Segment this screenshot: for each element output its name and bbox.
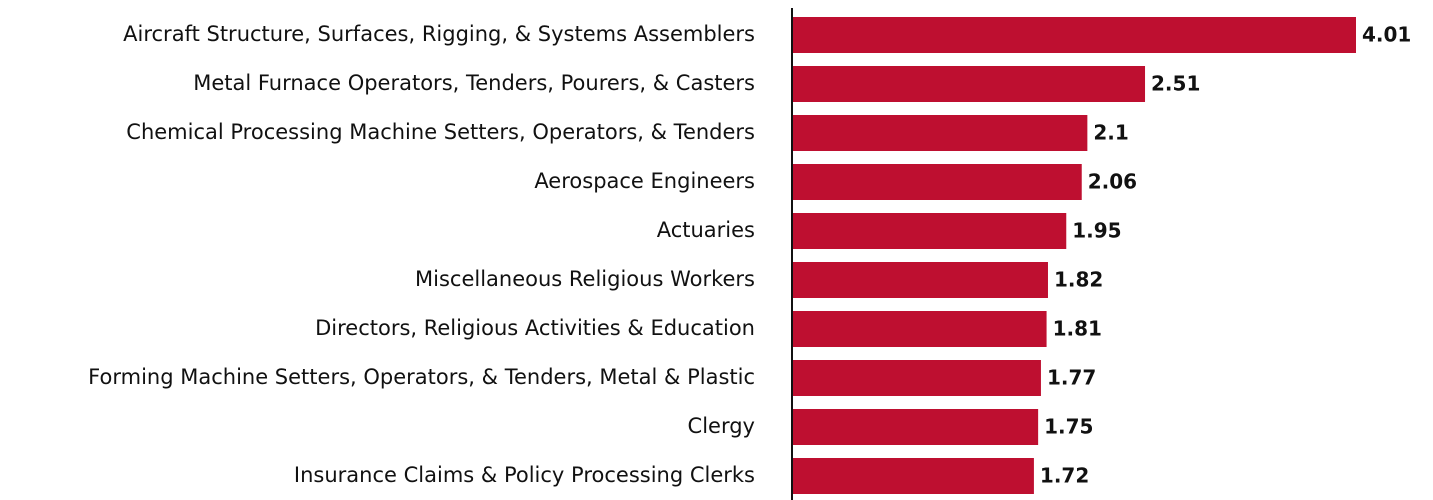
category-label: Chemical Processing Machine Setters, Ope… xyxy=(126,120,755,144)
value-label: 1.77 xyxy=(1047,366,1096,390)
value-label: 4.01 xyxy=(1362,23,1411,47)
bar xyxy=(792,360,1041,396)
category-label: Actuaries xyxy=(657,218,755,242)
category-label: Directors, Religious Activities & Educat… xyxy=(315,316,755,340)
category-label: Forming Machine Setters, Operators, & Te… xyxy=(88,365,755,389)
value-label: 1.95 xyxy=(1072,219,1121,243)
category-label: Miscellaneous Religious Workers xyxy=(415,267,755,291)
bar xyxy=(792,115,1088,151)
value-label: 1.75 xyxy=(1044,415,1093,439)
category-label: Aerospace Engineers xyxy=(534,169,755,193)
value-label: 1.81 xyxy=(1053,317,1102,341)
category-label: Aircraft Structure, Surfaces, Rigging, &… xyxy=(123,22,755,46)
bar xyxy=(792,17,1356,53)
bar xyxy=(792,409,1039,445)
bar xyxy=(792,164,1082,200)
value-label: 2.1 xyxy=(1093,121,1128,145)
bar xyxy=(792,458,1034,494)
value-label: 2.51 xyxy=(1151,72,1200,96)
value-label: 1.82 xyxy=(1054,268,1103,292)
value-label: 1.72 xyxy=(1040,464,1089,488)
bar xyxy=(792,262,1048,298)
bar xyxy=(792,311,1047,347)
category-label: Metal Furnace Operators, Tenders, Pourer… xyxy=(193,71,755,95)
bar xyxy=(792,66,1146,102)
bar xyxy=(792,213,1067,249)
category-label: Clergy xyxy=(688,414,755,438)
category-label: Insurance Claims & Policy Processing Cle… xyxy=(294,463,755,487)
value-label: 2.06 xyxy=(1088,170,1137,194)
